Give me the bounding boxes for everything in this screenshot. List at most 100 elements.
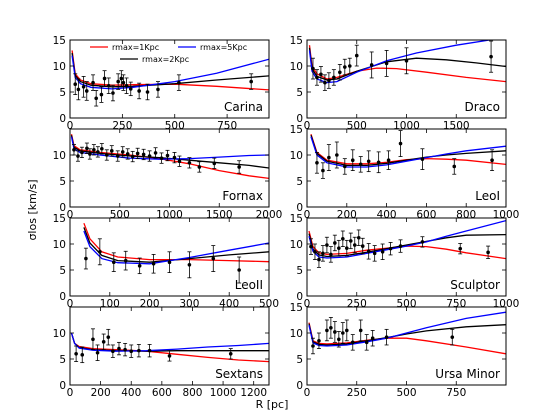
panel-leoi-frame: [306, 128, 507, 208]
data-marker: [125, 152, 130, 156]
panel-sculptor-ytick-label: 10: [290, 239, 303, 251]
panel-carina-data-point-16: [137, 82, 142, 100]
data-marker: [80, 150, 84, 155]
panel-sculptor-data-point-2: [312, 243, 317, 261]
panel-leoi-ytick-label: 10: [290, 150, 303, 162]
panel-fornax-data-point-13: [125, 148, 130, 160]
panel-leoi-curve-rmax-2kpc: [310, 134, 506, 167]
panel-leoii-ytick-label: 5: [59, 265, 66, 277]
data-marker: [420, 157, 425, 161]
panel-leoii-frame: [69, 217, 270, 297]
panel-leoi-xtick-label: 0: [304, 209, 311, 221]
panel-fornax-data-point-12: [120, 146, 125, 158]
legend-label-rmax-1kpc: rmax=1Kpc: [112, 43, 159, 52]
panel-fornax-data-point-7: [95, 146, 100, 158]
data-marker: [100, 146, 104, 151]
panel-draco-data-point-9: [347, 57, 352, 75]
panel-sculptor-data-point-15: [366, 243, 371, 260]
data-marker: [145, 90, 150, 94]
data-marker: [159, 156, 164, 160]
panel-carina-xtick-label: 500: [165, 120, 185, 132]
panel-leoii-data-point-7: [167, 251, 172, 274]
data-marker: [153, 151, 158, 155]
panel-draco-data-point-7: [337, 64, 342, 81]
panel-sculptor-data-point-20: [420, 236, 425, 248]
data-marker: [420, 240, 425, 244]
panel-leoii-xtick-label: 400: [219, 298, 239, 310]
panel-fornax-data-point-16: [141, 148, 146, 161]
data-marker: [337, 337, 341, 342]
data-marker: [105, 153, 109, 157]
panel-ursa-minor-data-point-5: [332, 321, 337, 343]
y-axis-title: σlos [km/s]: [26, 179, 39, 240]
legend-label-rmax-5kpc: rmax=5Kpc: [200, 43, 247, 52]
data-marker: [341, 237, 345, 241]
data-marker: [345, 328, 349, 333]
panel-fornax-data-point-23: [187, 157, 192, 169]
data-marker: [380, 250, 385, 254]
panel-ursa-minor-data-point-4: [328, 316, 333, 339]
data-marker: [106, 83, 111, 88]
panel-ursa-minor-ytick-label: 5: [296, 354, 303, 366]
data-marker: [135, 151, 140, 156]
panel-leoi-curve-rmax-1kpc: [310, 133, 506, 166]
data-marker: [124, 83, 129, 88]
panel-leoi-data-point-4: [334, 141, 339, 169]
data-marker: [352, 243, 357, 247]
data-marker: [147, 154, 152, 158]
data-marker: [130, 154, 135, 159]
panel-draco-ytick-label: 10: [290, 61, 303, 73]
panel-leoii-data-point-5: [137, 257, 142, 275]
data-marker: [117, 346, 121, 351]
data-marker: [347, 64, 352, 68]
data-marker: [315, 161, 319, 165]
panel-draco-data-point-11: [369, 51, 374, 79]
panel-sextans-frame: [69, 306, 270, 386]
panel-leoi-data-point-8: [366, 150, 371, 173]
panel-sculptor-data-point-17: [380, 243, 385, 261]
data-marker: [309, 244, 313, 249]
panel-sextans-xtick-label: 1200: [240, 387, 267, 399]
panel-sextans-xtick-label: 0: [67, 387, 74, 399]
data-marker: [345, 246, 349, 250]
data-marker: [187, 161, 192, 165]
data-marker: [388, 246, 393, 251]
panel-fornax-data-point-15: [135, 147, 140, 160]
panel-fornax-curve-rmax-2kpc: [70, 135, 269, 169]
panel-carina-ytick-label: 10: [53, 61, 66, 73]
panel-carina-data-point-17: [145, 83, 150, 101]
legend-label-rmax-2kpc: rmax=2Kpc: [142, 55, 189, 64]
panel-leoi-data-point-14: [490, 149, 495, 172]
panel-draco-data-point-6: [331, 69, 336, 86]
panel-leoii-xtick-label: 200: [140, 298, 160, 310]
panel-sextans-data-point-11: [136, 344, 141, 358]
panel-draco-ytick-label: 5: [296, 87, 303, 99]
panel-leoi-data-point-3: [326, 144, 331, 172]
data-marker: [109, 149, 114, 153]
panel-ursa-minor-xtick-label: 500: [396, 387, 416, 399]
panel-leoi-xtick-label: 800: [456, 209, 476, 221]
data-marker: [358, 162, 363, 167]
panel-fornax-data-point-8: [99, 143, 104, 155]
panel-ursa-minor-data-point-14: [450, 328, 455, 346]
panel-fornax-data-point-26: [237, 160, 242, 174]
data-marker: [91, 337, 95, 342]
data-marker: [313, 250, 317, 254]
panel-draco-ytick-label: 15: [290, 35, 303, 47]
panel-ursa-minor-ytick-label: 15: [290, 302, 303, 314]
data-marker: [137, 264, 142, 268]
panel-draco-curve-rmax-2kpc: [308, 47, 506, 81]
data-marker: [128, 87, 133, 91]
panel-carina-data-point-8: [102, 70, 107, 87]
panel-sextans-ytick-label: 10: [53, 328, 66, 340]
panel-fornax-data-point-11: [115, 150, 120, 162]
panel-sextans-xtick-label: 200: [91, 387, 111, 399]
panel-sculptor-ytick-label: 5: [296, 265, 303, 277]
data-marker: [121, 80, 126, 85]
panel-fornax-data-point-24: [197, 161, 202, 173]
panel-draco-ytick-label: 0: [296, 113, 303, 125]
panel-carina-ytick-label: 5: [59, 87, 66, 99]
panel-fornax-data-point-10: [109, 145, 114, 157]
